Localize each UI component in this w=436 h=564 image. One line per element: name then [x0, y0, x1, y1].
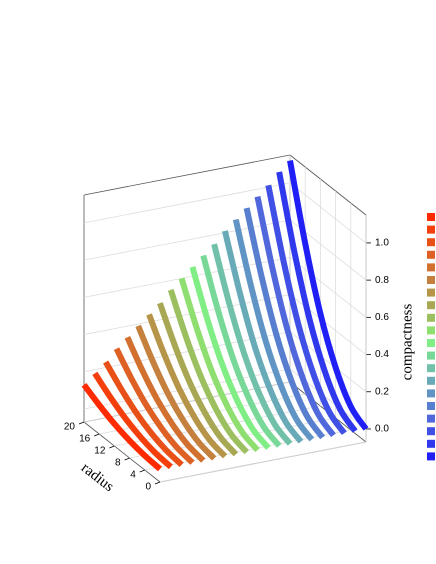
legend-swatch	[427, 238, 435, 247]
legend-swatch	[427, 427, 435, 436]
x-tick	[124, 457, 130, 461]
ribbon	[189, 266, 271, 450]
ribbon	[211, 243, 293, 446]
grid-line	[159, 441, 367, 483]
box-edge	[289, 154, 367, 216]
x-tick	[139, 469, 145, 473]
ribbon	[124, 336, 206, 463]
grid-line	[289, 182, 367, 244]
x-tick-label: 12	[94, 446, 106, 457]
grid-line	[289, 294, 367, 355]
ribbon	[243, 207, 326, 440]
y-tick-label: 0.4	[375, 349, 389, 360]
ribbon	[276, 171, 358, 433]
ribbon	[135, 324, 217, 461]
grid-line	[289, 257, 367, 318]
ribbon	[103, 360, 184, 467]
labels: radius compactness 0.0 0.2 0.4 0.6 0.8 1.0 048…	[64, 213, 435, 495]
x-axis-label: radius	[78, 460, 117, 495]
legend-swatch	[427, 301, 435, 310]
legend-swatch	[427, 376, 435, 385]
box-edge	[83, 154, 291, 196]
x-tick-label: 16	[79, 434, 91, 445]
x-tick-label: 4	[130, 470, 136, 481]
ribbon	[92, 371, 173, 470]
x-tick-label: 0	[145, 482, 151, 493]
grid-line	[83, 182, 291, 224]
y-tick-label: 0.6	[375, 312, 389, 323]
legend-swatch	[427, 250, 435, 259]
legend-swatch	[427, 213, 435, 221]
y-axis-label: compactness	[399, 304, 415, 381]
legend-swatch	[427, 351, 435, 360]
ribbons	[81, 160, 369, 472]
ribbon	[254, 196, 336, 438]
grid-line	[83, 219, 291, 261]
x-tick	[154, 481, 161, 485]
ribbon	[265, 184, 347, 435]
legend-swatch	[427, 326, 435, 335]
ribbon	[81, 382, 162, 472]
legend-swatch	[427, 263, 435, 272]
y-tick-label: 0.8	[375, 275, 389, 286]
ribbon	[113, 347, 195, 465]
grid-line	[83, 331, 291, 373]
legend-swatch	[427, 288, 435, 297]
x-tick	[94, 433, 100, 437]
legend-swatch	[427, 439, 435, 448]
ribbon	[167, 288, 249, 455]
y-tick-label: 0.2	[375, 386, 389, 397]
legend-swatch	[427, 452, 435, 461]
legend-swatch	[427, 339, 435, 347]
legend-swatch	[427, 276, 435, 284]
legend-swatch	[427, 313, 435, 322]
grid-line	[83, 368, 291, 410]
legend-swatch	[427, 402, 435, 410]
x-tick-label: 20	[64, 422, 76, 433]
ribbon	[178, 277, 260, 453]
x-tick-label: 8	[115, 458, 121, 469]
x-tick	[109, 445, 115, 449]
legend-swatch	[427, 389, 435, 398]
ribbon	[232, 218, 315, 442]
box-edge	[83, 421, 161, 483]
y-tick-label: 0.0	[375, 424, 389, 435]
x-tick	[78, 421, 85, 425]
legend-swatch	[427, 364, 435, 373]
legend-swatch	[427, 225, 435, 234]
ribbon	[146, 313, 228, 459]
ribbon	[157, 302, 239, 457]
ribbon	[287, 160, 369, 431]
grid-line	[114, 405, 321, 447]
ribbon	[200, 254, 282, 448]
ribbon	[222, 230, 304, 444]
legend-swatch	[427, 414, 435, 423]
y-tick-label: 1.0	[375, 238, 389, 249]
